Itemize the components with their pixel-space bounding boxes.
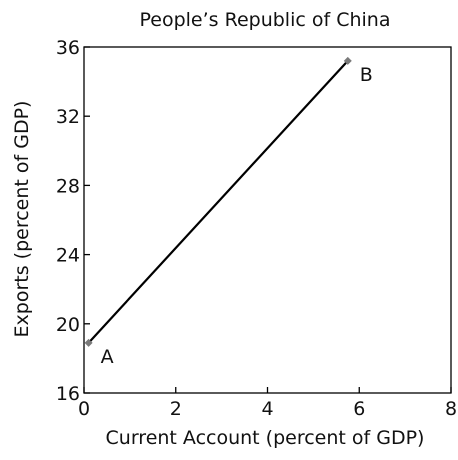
y-axis: 16 20 24 28 32 36 <box>56 37 90 405</box>
data-point-marker <box>84 338 93 347</box>
y-axis-title: Exports (percent of GDP) <box>11 101 33 338</box>
point-label-b: B <box>360 64 373 86</box>
x-tick-label: 0 <box>78 398 90 420</box>
point-label-a: A <box>101 346 114 368</box>
x-axis-title: Current Account (percent of GDP) <box>106 427 425 449</box>
series-line <box>87 60 349 344</box>
x-tick-label: 4 <box>261 398 273 420</box>
chart-title: People’s Republic of China <box>140 9 391 31</box>
y-tick-label: 36 <box>56 37 80 59</box>
y-tick-label: 16 <box>56 383 80 405</box>
x-tick-label: 2 <box>170 398 182 420</box>
plot-frame <box>83 46 452 394</box>
y-tick-label: 24 <box>56 245 80 267</box>
x-tick-label: 8 <box>445 398 457 420</box>
series-layer <box>84 56 352 347</box>
y-tick-label: 28 <box>56 175 80 197</box>
x-axis: 0 2 4 6 8 <box>78 387 457 420</box>
y-tick-label: 32 <box>56 106 80 128</box>
annotation-layer: AB <box>101 64 373 368</box>
y-tick-label: 20 <box>56 314 80 336</box>
x-tick-label: 6 <box>353 398 365 420</box>
data-point-marker <box>343 56 352 65</box>
